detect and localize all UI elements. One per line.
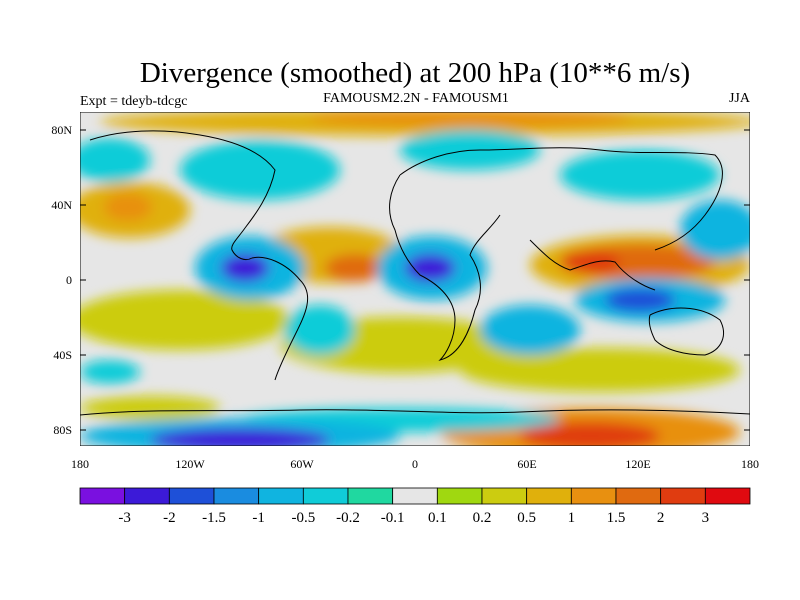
y-tick-label: 80S (53, 423, 72, 437)
colorbar-label: 0.1 (428, 510, 447, 526)
y-tick-label: 40S (53, 348, 72, 362)
x-tick-label: 120W (175, 457, 205, 471)
colorbar-label: -0.5 (291, 510, 315, 526)
indo-asia-coast (529, 239, 656, 291)
y-tick-label: 40N (51, 198, 72, 212)
y-tick-label: 80N (51, 123, 72, 137)
colorbar-swatch (436, 487, 483, 505)
colorbar-swatch (392, 487, 438, 505)
x-tick-label: 60E (517, 457, 536, 471)
eurasia-coast (399, 147, 723, 251)
colorbar-swatch (347, 487, 394, 505)
colorbar-swatch (704, 487, 751, 505)
colorbar-label: -0.2 (336, 510, 360, 526)
divergence-field (80, 112, 750, 446)
colorbar-label: -1 (252, 510, 265, 526)
colorbar-swatch (526, 487, 572, 505)
europe-africa-coast (389, 174, 501, 361)
south-america-coast (251, 256, 309, 381)
north-america-coast (89, 130, 276, 261)
colorbar-label: -2 (163, 510, 176, 526)
colorbar-swatch (481, 487, 528, 505)
colorbar-swatch (79, 487, 126, 505)
x-tick-label: 180 (71, 457, 89, 471)
colorbar-swatch (570, 487, 617, 505)
colorbar-swatch (615, 487, 662, 505)
colorbar: -3 -2 -1.5 -1 -0.5 -0.2 -0.1 0.1 0.2 0.5 1 1.5 2 3 (79, 487, 751, 526)
x-tick-label: 120E (625, 457, 650, 471)
colorbar-swatch (168, 487, 215, 505)
colorbar-label: 1.5 (607, 510, 626, 526)
model-difference-label: FAMOUSM2.2N - FAMOUSM1 (323, 91, 509, 106)
season-label: JJA (729, 91, 751, 106)
colorbar-swatch (213, 487, 260, 505)
colorbar-swatch (302, 487, 349, 505)
colorbar-swatch (124, 487, 170, 505)
colorbar-label: 1 (568, 510, 576, 526)
colorbar-swatch (660, 487, 706, 505)
colorbar-label: -1.5 (202, 510, 226, 526)
x-tick-label: 60W (290, 457, 314, 471)
colorbar-label: 0.5 (517, 510, 536, 526)
y-tick-label: 0 (66, 273, 72, 287)
x-tick-label: 180 (741, 457, 759, 471)
colorbar-label: 2 (657, 510, 665, 526)
colorbar-label: 0.2 (473, 510, 492, 526)
y-axis: 80N 40N 0 40S 80S (51, 123, 750, 437)
australia-coast (648, 307, 724, 356)
colorbar-swatch (258, 487, 304, 505)
colorbar-label: 3 (702, 510, 710, 526)
experiment-label: Expt = tdeyb-tdcgc (80, 94, 187, 109)
x-axis: 180 120W 60W 0 60E 120E 180 (71, 457, 759, 471)
coastlines (80, 130, 750, 416)
map-title: Divergence (smoothed) at 200 hPa (10**6 … (140, 57, 690, 89)
colorbar-label: -0.1 (381, 510, 405, 526)
x-tick-label: 0 (412, 457, 418, 471)
colorbar-label: -3 (118, 510, 131, 526)
antarctica-coast (80, 409, 750, 416)
